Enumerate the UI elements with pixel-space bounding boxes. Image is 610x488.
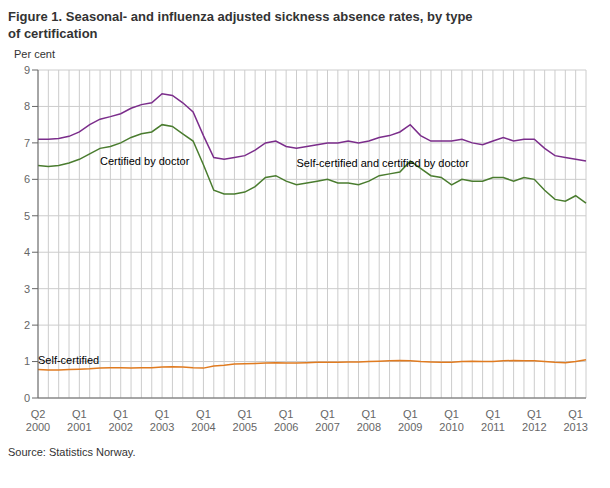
svg-text:Q12005: Q12005 — [233, 408, 257, 433]
svg-text:6: 6 — [24, 173, 30, 185]
svg-text:Q22000: Q22000 — [26, 408, 50, 433]
svg-text:9: 9 — [24, 64, 30, 76]
svg-text:Q12001: Q12001 — [67, 408, 91, 433]
svg-text:7: 7 — [24, 137, 30, 149]
svg-text:Q12002: Q12002 — [108, 408, 132, 433]
svg-text:Q12006: Q12006 — [274, 408, 298, 433]
svg-text:8: 8 — [24, 100, 30, 112]
svg-text:Q12013: Q12013 — [563, 408, 587, 433]
svg-text:Q12004: Q12004 — [191, 408, 215, 433]
svg-text:1: 1 — [24, 355, 30, 367]
svg-text:0: 0 — [24, 392, 30, 404]
html-text:Figure 1. Seasonal- and influe: Figure 1. Seasonal- and influenza adjust… — [8, 9, 473, 24]
svg-text:Self-certified: Self-certified — [38, 354, 99, 366]
svg-text:Q12003: Q12003 — [150, 408, 174, 433]
html-text:Source: Statistics Norway.: Source: Statistics Norway. — [8, 446, 136, 458]
html-text:of certification: of certification — [8, 26, 98, 41]
svg-text:Q12012: Q12012 — [522, 408, 546, 433]
svg-text:3: 3 — [24, 283, 30, 295]
svg-text:Certified by doctor: Certified by doctor — [100, 155, 190, 167]
svg-text:Q12011: Q12011 — [481, 408, 505, 433]
svg-text:Q12007: Q12007 — [315, 408, 339, 433]
svg-text:Q12009: Q12009 — [398, 408, 422, 433]
svg-text:Self-certified and certified b: Self-certified and certified by doctor — [296, 157, 469, 169]
svg-text:Q12010: Q12010 — [439, 408, 463, 433]
html-text:Per cent: Per cent — [14, 48, 55, 60]
svg-text:2: 2 — [24, 319, 30, 331]
svg-text:4: 4 — [24, 246, 30, 258]
svg-text:Q12008: Q12008 — [357, 408, 381, 433]
svg-text:5: 5 — [24, 210, 30, 222]
